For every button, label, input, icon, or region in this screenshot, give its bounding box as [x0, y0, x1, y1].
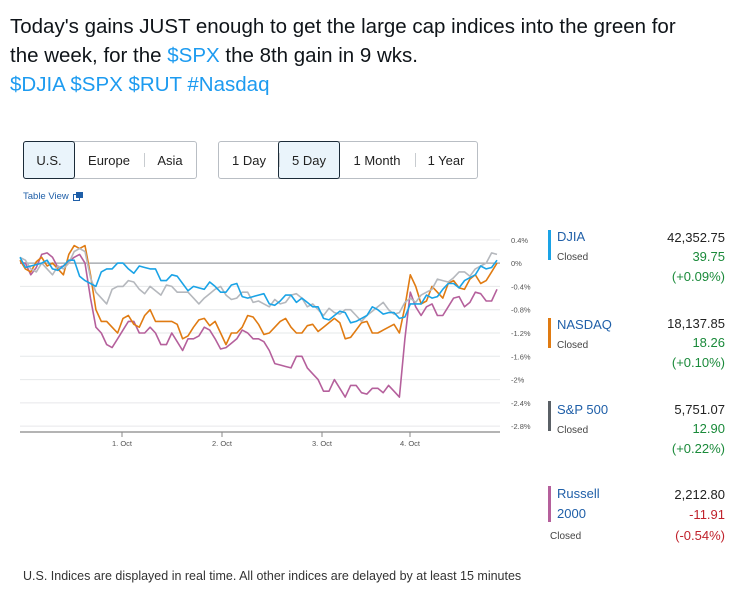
- index-row-sp500[interactable]: S&P 500 Closed 5,751.07 12.90 (+0.22%): [548, 396, 728, 466]
- x-tick-label: 3. Oct: [312, 439, 333, 448]
- index-name-sp500[interactable]: S&P 500: [557, 402, 609, 417]
- index-name-nasdaq[interactable]: NASDAQ: [557, 317, 612, 332]
- index-pct-nasdaq: (+0.10%): [671, 355, 725, 370]
- x-tick-label: 4. Oct: [400, 439, 421, 448]
- tab-1-day[interactable]: 1 Day: [232, 152, 266, 168]
- chart-svg: 0.4% 0% -0.4% -0.8% -1.2% -1.6% -2% -2.4% -2.8% 1…: [19, 236, 531, 448]
- tab-us[interactable]: U.S.: [23, 141, 75, 179]
- index-pct-russell: (-0.54%): [675, 528, 725, 543]
- index-value-sp500: 5,751.07: [674, 402, 725, 417]
- index-pct-sp500: (+0.22%): [671, 441, 725, 456]
- series-line-russell-2000: [20, 252, 498, 398]
- index-name-russell-line1[interactable]: Russell: [557, 486, 600, 501]
- tweet-line-2-start: the week, for the: [10, 44, 168, 67]
- cashtag-spx-link[interactable]: $SPX: [167, 44, 220, 67]
- djia-color-bar: [548, 230, 551, 260]
- series-line-s-p-500: [19, 247, 498, 323]
- index-value-djia: 42,352.75: [667, 230, 725, 245]
- y-tick-label: -2.4%: [511, 399, 531, 408]
- table-view-label: Table View: [23, 191, 69, 202]
- index-status-russell: Closed: [550, 531, 582, 542]
- hashtag-nasdaq-link[interactable]: #Nasdaq: [187, 73, 270, 96]
- index-chart: 0.4% 0% -0.4% -0.8% -1.2% -1.6% -2% -2.4% -2.8% 1…: [0, 218, 540, 458]
- y-tick-label: -0.4%: [511, 282, 531, 291]
- y-tick-label: -2.8%: [511, 422, 531, 431]
- tab-1-year[interactable]: 1 Year: [415, 142, 477, 178]
- series-line-djia: [19, 256, 498, 324]
- tab-europe[interactable]: Europe: [88, 152, 130, 168]
- index-row-nasdaq[interactable]: NASDAQ Closed 18,137.85 18.26 (+0.10%): [548, 310, 728, 380]
- index-change-nasdaq: 18.26: [692, 335, 725, 350]
- cashtag-djia-link[interactable]: $DJIA: [10, 73, 65, 96]
- series-line-nasdaq: [19, 244, 498, 346]
- region-tab-group: U.S. Europe Asia: [23, 141, 197, 179]
- index-pct-djia: (+0.09%): [671, 269, 725, 284]
- y-tick-label: -0.8%: [511, 306, 531, 315]
- tab-asia[interactable]: Asia: [144, 142, 196, 178]
- cashtag-rut-link[interactable]: $RUT: [128, 73, 182, 96]
- index-change-russell: -11.91: [689, 507, 725, 522]
- index-name-russell-line2[interactable]: 2000: [557, 506, 586, 521]
- tweet-text: Today's gains JUST enough to get the lar…: [10, 12, 745, 99]
- nasdaq-color-bar: [548, 318, 551, 348]
- y-tick-label: -2%: [511, 376, 525, 385]
- tweet-line-1: Today's gains JUST enough to get the lar…: [10, 15, 676, 38]
- y-tick-label: -1.6%: [511, 352, 531, 361]
- tweet-line-2: the week, for the $SPX the 8th gain in 9…: [10, 41, 745, 70]
- footer-note: U.S. Indices are displayed in real time.…: [23, 569, 522, 583]
- index-name-djia[interactable]: DJIA: [557, 229, 586, 244]
- tab-1-month[interactable]: 1 Month: [353, 152, 401, 168]
- index-change-djia: 39.75: [692, 249, 725, 264]
- range-tab-group: 1 Day 5 Day 1 Month 1 Year: [218, 141, 478, 179]
- tab-5-day[interactable]: 5 Day: [278, 141, 340, 179]
- external-link-icon: [72, 192, 83, 201]
- index-row-russell[interactable]: Russell 2000 Closed 2,212.80 -11.91 (-0.…: [548, 483, 728, 553]
- cashtag-spx-link-2[interactable]: $SPX: [70, 73, 123, 96]
- tweet-line-2-end: the 8th gain in 9 wks.: [219, 44, 418, 67]
- y-tick-label: 0%: [511, 259, 522, 268]
- index-status-nasdaq: Closed: [557, 340, 589, 351]
- tweet-tags: $DJIA $SPX $RUT #Nasdaq: [10, 70, 745, 99]
- index-value-nasdaq: 18,137.85: [667, 316, 725, 331]
- y-tick-label: 0.4%: [511, 236, 528, 245]
- x-tick-label: 1. Oct: [112, 439, 133, 448]
- table-view-link[interactable]: Table View: [23, 191, 83, 202]
- index-value-russell: 2,212.80: [674, 487, 725, 502]
- index-row-djia[interactable]: DJIA Closed 42,352.75 39.75 (+0.09%): [548, 224, 728, 294]
- index-status-djia: Closed: [557, 252, 589, 263]
- index-change-sp500: 12.90: [692, 421, 725, 436]
- sp500-color-bar: [548, 401, 551, 431]
- russell-color-bar: [548, 486, 551, 522]
- y-tick-label: -1.2%: [511, 329, 531, 338]
- x-tick-label: 2. Oct: [212, 439, 233, 448]
- index-status-sp500: Closed: [557, 425, 589, 436]
